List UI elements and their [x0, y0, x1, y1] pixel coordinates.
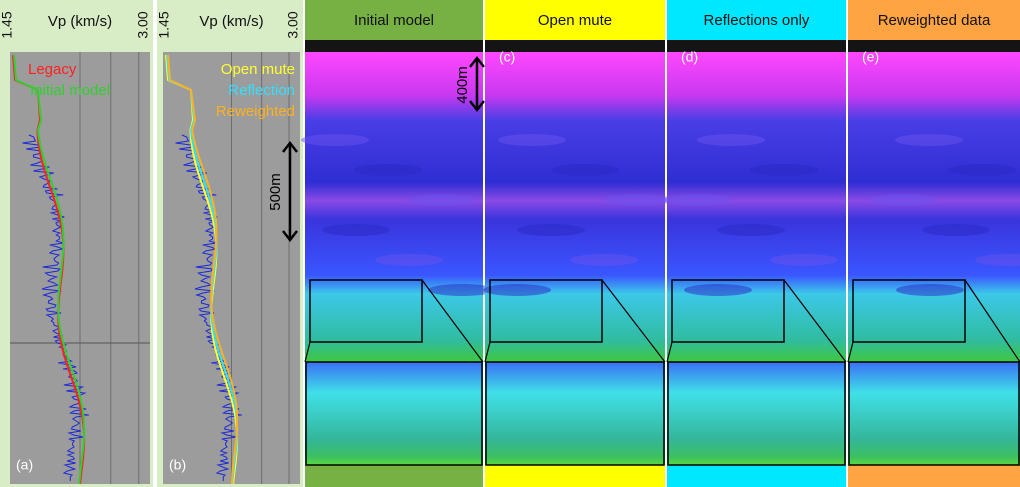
section-title: Reflections only [704, 12, 810, 29]
layer-texture [517, 224, 585, 236]
layer-texture [750, 164, 818, 176]
bottom-bar [305, 465, 483, 487]
scale-label: 500m [267, 173, 284, 211]
panel-label: (e) [862, 49, 879, 65]
layer-texture [869, 194, 937, 206]
panel-label: (b) [169, 457, 186, 473]
axis-min-label: 1.45 [0, 11, 15, 38]
velocity-image [485, 52, 665, 362]
axis-max-label: 3.00 [135, 11, 151, 38]
zoom-image [485, 362, 665, 465]
axis-label: Vp (km/s) [199, 13, 263, 30]
bottom-bar [485, 465, 665, 487]
layer-texture [301, 134, 369, 146]
legend-entry: Reweighted [216, 103, 295, 120]
layer-texture [354, 164, 422, 176]
layer-texture [604, 194, 672, 206]
axis-label: Vp (km/s) [48, 13, 112, 30]
layer-texture [664, 194, 732, 206]
legend-entry: Initial model [30, 82, 110, 99]
layer-texture [551, 164, 619, 176]
axis-max-label: 3.00 [285, 11, 301, 38]
layer-texture [684, 284, 752, 296]
scale-label: 400m [454, 66, 471, 104]
axis-min-label: 1.45 [156, 11, 172, 38]
section-title: Reweighted data [878, 12, 991, 29]
zoom-image [305, 362, 483, 465]
layer-texture [717, 224, 785, 236]
panel-label: (a) [16, 457, 33, 473]
legend-entry: Legacy [28, 61, 77, 78]
zoom-image [667, 362, 846, 465]
legend-entry: Open mute [221, 61, 295, 78]
layer-texture [922, 224, 990, 236]
layer-texture [770, 254, 838, 266]
figure: Vp (km/s) 1.45 3.00 Legacy Initial model (a) V… [0, 0, 1020, 487]
bottom-bar [848, 465, 1020, 487]
layer-texture [322, 224, 390, 236]
layer-texture [375, 254, 443, 266]
layer-texture [948, 164, 1016, 176]
water-strip [305, 40, 483, 52]
bottom-bar [667, 465, 846, 487]
layer-texture [483, 284, 551, 296]
velocity-image [667, 52, 846, 362]
layer-texture [697, 134, 765, 146]
layer-texture [895, 134, 963, 146]
velocity-image [848, 52, 1020, 362]
layer-texture [407, 194, 475, 206]
zoom-image [848, 362, 1020, 465]
legend-entry: Reflection [228, 82, 295, 99]
layer-texture [896, 284, 964, 296]
layer-texture [498, 134, 566, 146]
section-title: Initial model [354, 12, 434, 29]
layer-texture [570, 254, 638, 266]
section-title: Open mute [538, 12, 612, 29]
panel-label: (d) [681, 49, 698, 65]
panel-label: (c) [499, 49, 515, 65]
